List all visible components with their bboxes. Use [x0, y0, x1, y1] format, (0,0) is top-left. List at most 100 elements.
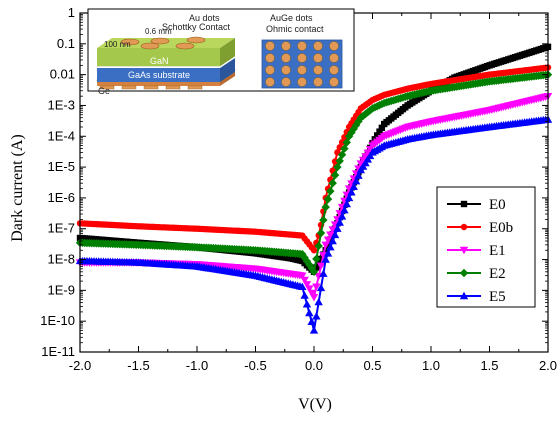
x-tick-label: -0.5 [244, 358, 266, 373]
auge-dot [313, 77, 323, 87]
data-point [354, 117, 363, 126]
data-point [309, 267, 319, 277]
x-tick-label: 0.5 [363, 358, 381, 373]
legend-marker [459, 291, 469, 300]
inset-label-schottky: Schottky Contact [162, 22, 231, 32]
data-point [330, 230, 340, 239]
legend-label: E5 [489, 289, 506, 305]
data-point [316, 283, 326, 292]
data-point [314, 297, 323, 306]
auge-dot [313, 53, 323, 63]
y-tick-label: 1 [68, 5, 75, 20]
data-point [317, 255, 325, 263]
auge-dot [265, 41, 275, 51]
x-tick-label: 2.0 [539, 358, 557, 373]
data-point [330, 170, 340, 180]
inset-label-au-dots: Au dots [189, 13, 220, 23]
axes: -2.0 -1.5 -1.0 -0.5 0.0 0.5 1.0 1.5 2.0 1E-11 1E-1… [40, 5, 557, 373]
data-point [340, 144, 349, 153]
auge-dot [265, 65, 275, 75]
data-point [310, 247, 318, 254]
legend-label: E0b [489, 220, 513, 236]
x-tick-label: -1.0 [186, 358, 208, 373]
data-point [322, 247, 329, 254]
series-e5 [75, 115, 553, 334]
data-point [378, 124, 386, 132]
data-point [316, 228, 326, 238]
data-point [328, 178, 337, 188]
x-tick-label: 1.0 [422, 358, 440, 373]
auge-dot [329, 41, 339, 51]
y-tick-label: 1E-10 [40, 313, 75, 328]
data-point [305, 285, 314, 293]
data-point [337, 150, 347, 159]
auge-dot [265, 53, 275, 63]
legend-marker [460, 200, 468, 208]
y-tick-label: 1E-9 [48, 282, 75, 297]
data-point [309, 294, 319, 302]
data-point [312, 312, 321, 320]
data-point [321, 202, 330, 212]
data-point [349, 182, 358, 190]
legend-label: E2 [489, 266, 506, 282]
auge-dot [281, 41, 291, 51]
legend-label: E0 [489, 197, 506, 213]
data-point [323, 194, 333, 204]
inset-label-100nm: 100 nm [104, 40, 131, 49]
legend-marker [460, 223, 468, 231]
data-point [300, 276, 309, 285]
data-point [333, 224, 342, 232]
auge-dot [329, 53, 339, 63]
auge-dot [329, 65, 339, 75]
y-tick-label: 1E-4 [48, 128, 75, 143]
series-layer [75, 43, 553, 334]
auge-dot [297, 53, 307, 63]
data-point [314, 241, 323, 251]
data-point [351, 177, 361, 185]
x-tick-label: -1.5 [127, 358, 149, 373]
data-point [319, 215, 328, 225]
data-point [309, 326, 319, 334]
data-point [298, 282, 307, 291]
data-point [340, 206, 349, 214]
data-point [354, 171, 363, 179]
y-tick-label: 0.1 [57, 36, 75, 51]
inset-label-auge: AuGe dots [270, 13, 313, 23]
auge-dot [313, 41, 323, 51]
data-point [337, 212, 347, 220]
data-point [316, 262, 326, 270]
data-point [342, 138, 351, 147]
data-point [335, 156, 344, 166]
data-point [347, 188, 356, 196]
auge-dot [265, 77, 275, 87]
data-point [376, 128, 383, 135]
data-point [321, 255, 330, 263]
x-axis-title: V(V) [298, 396, 332, 413]
inset-label-06mm: 0.6 mm [145, 27, 172, 36]
y-tick-label: 1E-5 [48, 159, 75, 174]
inset-label-gaas: GaAs substrate [128, 70, 190, 80]
data-point [342, 199, 351, 208]
auge-dot [297, 41, 307, 51]
y-tick-label: 1E-3 [48, 97, 75, 112]
data-point [319, 269, 328, 277]
data-point [338, 139, 346, 146]
legend: E0 E0b E1 E2 E5 [436, 186, 536, 308]
data-point [326, 186, 335, 196]
inset-label-gan: GaN [150, 56, 169, 66]
data-point [323, 249, 333, 257]
data-point [328, 236, 337, 245]
auge-dot [329, 77, 339, 87]
y-tick-label: 1E-11 [41, 344, 75, 359]
device-inset: GaN GaAs substrate Ge 100 nm 0.6 mm Au d… [87, 8, 355, 96]
x-tick-label: -2.0 [69, 358, 91, 373]
data-point [307, 289, 316, 298]
y-tick-label: 1E-7 [48, 221, 75, 236]
data-point [312, 254, 321, 264]
inset-label-ge: Ge [98, 86, 110, 96]
series-e0b [76, 64, 552, 254]
y-tick-label: 1E-8 [48, 252, 75, 267]
legend-box [436, 186, 536, 308]
